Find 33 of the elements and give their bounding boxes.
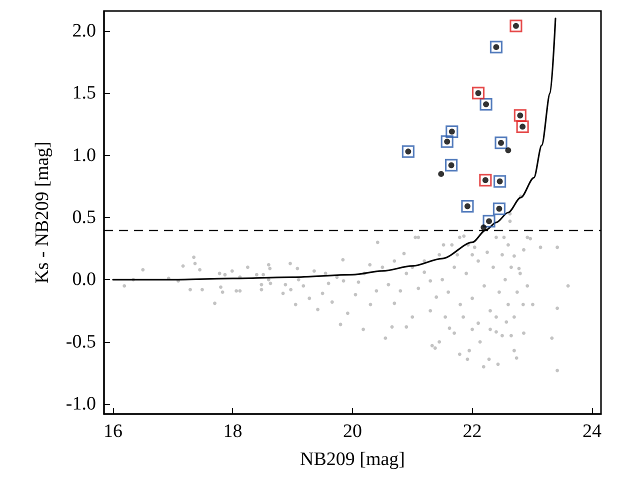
point (472, 86, 485, 100)
point (482, 214, 496, 228)
x-tick-label: 20 (343, 421, 362, 442)
point (490, 40, 503, 54)
y-tick-label: 1.5 (72, 82, 96, 104)
y-tick-label: 0.5 (72, 206, 96, 228)
point (480, 224, 487, 230)
point (446, 125, 458, 138)
point (492, 202, 506, 216)
point (438, 170, 444, 177)
point (510, 20, 522, 32)
x-tick-label: 16 (103, 421, 122, 442)
x-tick-label: 22 (462, 421, 482, 442)
point (494, 136, 508, 150)
x-tick-label: 24 (582, 421, 602, 442)
point (514, 109, 526, 122)
y-tick-label: -1.0 (66, 394, 96, 415)
y-tick-label: 1.0 (72, 144, 96, 166)
point (516, 120, 529, 133)
y-tick-label: 2.0 (72, 20, 96, 42)
y-tick-label: -0.5 (66, 331, 96, 352)
point (480, 98, 492, 111)
point (402, 145, 414, 158)
point (479, 174, 492, 186)
y-tick-label: 0.0 (72, 269, 96, 290)
point (461, 200, 474, 213)
x-tick-label: 18 (223, 421, 242, 442)
point (440, 135, 454, 148)
y-axis-title: Ks - NB209 [mag] (32, 142, 53, 284)
point (494, 175, 506, 188)
x-axis-title: NB209 [mag] (300, 449, 406, 470)
point (445, 158, 458, 172)
point (505, 147, 512, 154)
